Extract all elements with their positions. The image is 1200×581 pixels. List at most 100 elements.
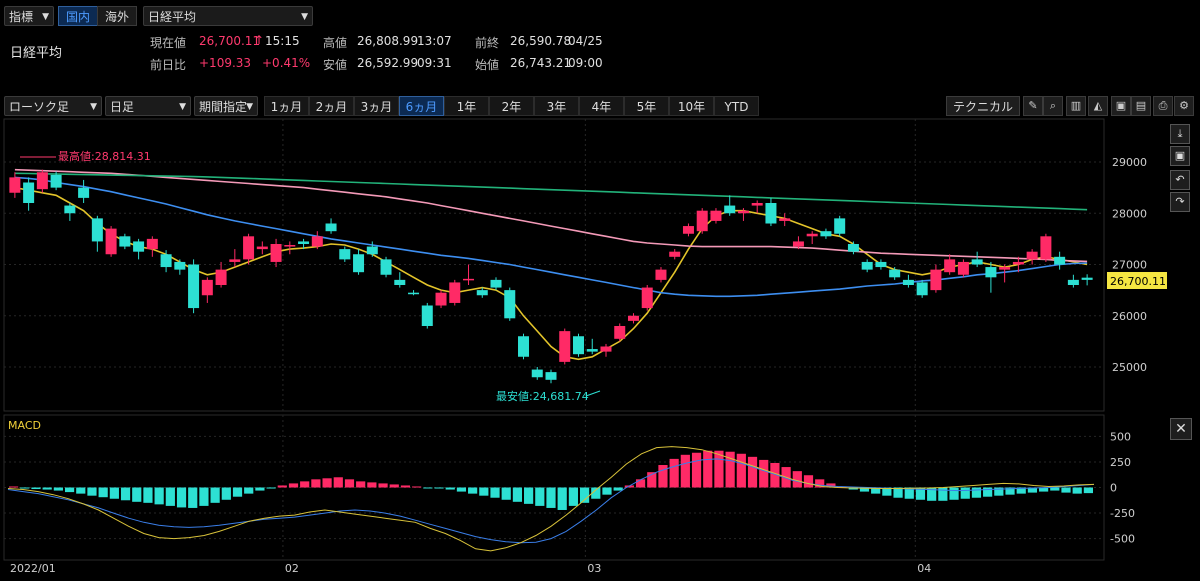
macd-bar — [882, 487, 892, 496]
interval-select[interactable]: 日足 ▼ — [105, 96, 191, 116]
macd-bar — [255, 487, 265, 491]
bar-chart-icon[interactable]: ▥ — [1066, 96, 1086, 116]
candle-body — [614, 326, 626, 339]
candle-body — [435, 292, 447, 306]
current-label: 現在値 — [150, 36, 187, 50]
undo-icon[interactable]: ↶ — [1170, 170, 1190, 190]
lock-icon[interactable]: ▣ — [1170, 146, 1190, 166]
macd-bar — [1083, 487, 1093, 494]
price-axis: 29000 28000 27000 26000 25000 — [1112, 156, 1147, 374]
macd-bar — [792, 471, 802, 488]
redo-icon[interactable]: ↷ — [1170, 192, 1190, 212]
prev-close-value: 26,590.78 — [510, 34, 572, 48]
period-select[interactable]: 期間指定 ▼ — [194, 96, 258, 116]
range-button-9[interactable]: 10年 — [669, 96, 714, 116]
technical-button[interactable]: テクニカル — [946, 96, 1020, 116]
candle-body — [201, 279, 213, 296]
range-button-7[interactable]: 4年 — [579, 96, 624, 116]
candle-body — [737, 210, 749, 214]
macd-bar — [277, 485, 287, 488]
open-label: 始値 — [475, 58, 500, 72]
macd-bar — [445, 487, 455, 490]
macd-bar — [579, 487, 590, 503]
chart-type-select[interactable]: ローソク足 ▼ — [4, 96, 102, 116]
candle-body — [641, 287, 653, 309]
range-button-8[interactable]: 5年 — [624, 96, 669, 116]
macd-bar — [378, 483, 388, 488]
indicator-select[interactable]: 指標 ▼ — [4, 6, 54, 26]
range-button-2[interactable]: 3ヵ月 — [354, 96, 399, 116]
candle-body — [985, 267, 997, 278]
save-icon[interactable]: ▣ — [1111, 96, 1131, 116]
print-icon[interactable]: ⎙ — [1153, 96, 1173, 116]
technical-label: テクニカル — [952, 100, 1013, 114]
price-chart[interactable]: 29000 28000 27000 26000 25000 500 250 0 -250 -50… — [0, 118, 1200, 581]
range-button-6[interactable]: 3年 — [534, 96, 579, 116]
gear-icon[interactable]: ⚙ — [1174, 96, 1194, 116]
candle-body — [353, 254, 365, 273]
macd-tick-label: -250 — [1110, 507, 1135, 520]
area-chart-icon[interactable]: ◭ — [1088, 96, 1108, 116]
macd-bar — [154, 487, 164, 505]
low-time: 09:31 — [417, 56, 452, 70]
macd-bar — [591, 487, 601, 499]
macd-bar — [120, 487, 131, 501]
prev-close-date: 04/25 — [568, 34, 603, 48]
macd-bar — [557, 487, 567, 510]
close-macd-icon[interactable]: ✕ — [1170, 418, 1192, 440]
range-button-5[interactable]: 2年 — [489, 96, 534, 116]
macd-bar — [1039, 487, 1049, 492]
candle-body — [119, 236, 131, 247]
symbol-select-value: 日経平均 — [148, 10, 197, 24]
macd-bar — [479, 487, 489, 496]
range-button-0[interactable]: 1ヵ月 — [264, 96, 309, 116]
macd-bar — [288, 483, 299, 488]
reset-zoom-icon[interactable]: ⤓ — [1170, 124, 1190, 144]
candle-body — [779, 218, 791, 221]
ma-line-long1 — [14, 168, 1088, 263]
candle-body — [834, 218, 846, 234]
macd-bar — [434, 487, 444, 489]
candle-body — [298, 241, 310, 244]
candlesticks — [9, 169, 1093, 384]
macd-bar — [311, 479, 321, 488]
macd-bar — [960, 487, 970, 499]
candle-body — [930, 269, 942, 291]
macd-bar — [1050, 487, 1060, 491]
macd-bar — [971, 487, 982, 498]
candle-body — [215, 269, 227, 285]
current-value: 26,700.11 — [199, 34, 261, 48]
tab-domestic[interactable]: 国内 — [58, 6, 98, 26]
range-button-4[interactable]: 1年 — [444, 96, 489, 116]
macd-bar — [512, 487, 523, 502]
macd-bar — [300, 481, 310, 488]
low-label: 安値 — [323, 58, 348, 72]
macd-bar — [143, 487, 153, 503]
pencil-icon[interactable]: ✎ — [1023, 96, 1043, 116]
macd-bar — [356, 481, 366, 488]
document-icon[interactable]: ▤ — [1131, 96, 1151, 116]
price-tick-label: 25000 — [1112, 361, 1147, 374]
range-button-10[interactable]: YTD — [714, 96, 759, 116]
range-button-1[interactable]: 2ヵ月 — [309, 96, 354, 116]
macd-bar — [747, 456, 758, 488]
date-axis: 2022/01 02 03 04 — [10, 562, 931, 575]
macd-bar — [20, 487, 30, 489]
candle-body — [518, 336, 530, 357]
indicator-label: 指標 — [9, 10, 34, 24]
candle-body — [559, 331, 571, 362]
macd-bar — [344, 479, 355, 488]
price-tick-label: 27000 — [1112, 259, 1147, 272]
macd-bar — [53, 487, 63, 491]
zoom-icon[interactable]: ⌕ — [1043, 96, 1063, 116]
macd-lines — [7, 446, 1095, 552]
tab-overseas[interactable]: 海外 — [97, 6, 137, 26]
macd-bar — [232, 487, 243, 497]
candle-body — [229, 259, 241, 262]
range-button-3[interactable]: 6ヵ月 — [399, 96, 444, 116]
candle-body — [999, 267, 1011, 270]
macd-bar — [165, 487, 175, 506]
symbol-select[interactable]: 日経平均 ▼ — [143, 6, 313, 26]
macd-bar — [9, 486, 19, 488]
macd-bar — [893, 487, 903, 498]
